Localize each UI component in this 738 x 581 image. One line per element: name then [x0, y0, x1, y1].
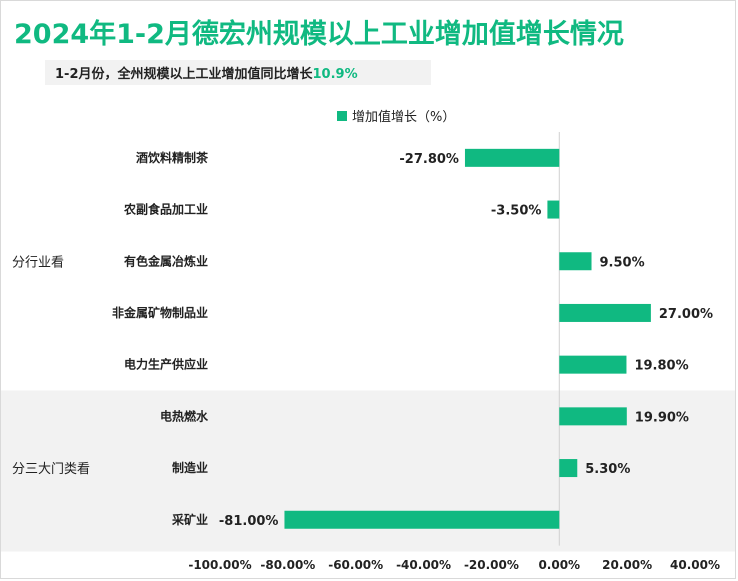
x-tick-label: -80.00% — [260, 558, 315, 572]
bar — [284, 510, 560, 529]
chart-legend: 增加值增长（%） — [337, 106, 455, 125]
subtitle-highlight-value: 10.9% — [312, 67, 358, 82]
data-label: 27.00% — [659, 307, 713, 322]
bar — [547, 200, 560, 219]
x-tick-label: -60.00% — [328, 558, 383, 572]
x-tick-label: -40.00% — [396, 558, 451, 572]
data-label: -3.50% — [491, 204, 542, 219]
category-label: 酒饮料精制茶 — [136, 150, 209, 165]
group-label: 分行业看 — [12, 254, 64, 270]
bar — [464, 148, 560, 167]
data-label: 9.50% — [600, 255, 645, 270]
category-label: 有色金属冶炼业 — [124, 253, 208, 268]
subtitle-box — [45, 60, 431, 85]
chart-subtitle: 1-2月份，全州规模以上工业增加值同比增长10.9% — [55, 63, 358, 82]
legend-label: 增加值增长（%） — [352, 110, 456, 125]
data-label: -27.80% — [399, 152, 459, 167]
category-label: 制造业 — [172, 460, 208, 475]
bar — [559, 252, 592, 271]
legend-swatch — [337, 110, 347, 121]
x-tick-label: 0.00% — [538, 558, 580, 572]
category-label: 采矿业 — [171, 512, 208, 527]
x-tick-label: -100.00% — [188, 558, 251, 572]
bar — [559, 407, 627, 426]
data-label: 5.30% — [585, 462, 630, 477]
category-label: 电热燃水 — [160, 408, 209, 423]
group-label: 分三大门类看 — [12, 461, 90, 477]
data-label: 19.80% — [634, 359, 688, 374]
category-label: 农副食品加工业 — [123, 202, 208, 217]
chart-title: 2024年1-2月德宏州规模以上工业增加值增长情况 — [14, 19, 624, 50]
category-label: 非金属矿物制品业 — [112, 305, 208, 320]
x-tick-label: 20.00% — [602, 558, 652, 572]
subtitle-text: 1-2月份，全州规模以上工业增加值同比增长 — [55, 67, 313, 82]
bar — [559, 303, 651, 322]
data-label: -81.00% — [219, 514, 279, 529]
x-tick-label: -20.00% — [464, 558, 519, 572]
data-label: 19.90% — [635, 410, 689, 425]
bar — [559, 355, 627, 374]
category-label: 电力生产供应业 — [124, 357, 208, 372]
bar — [559, 459, 578, 478]
x-tick-label: 40.00% — [670, 558, 720, 572]
